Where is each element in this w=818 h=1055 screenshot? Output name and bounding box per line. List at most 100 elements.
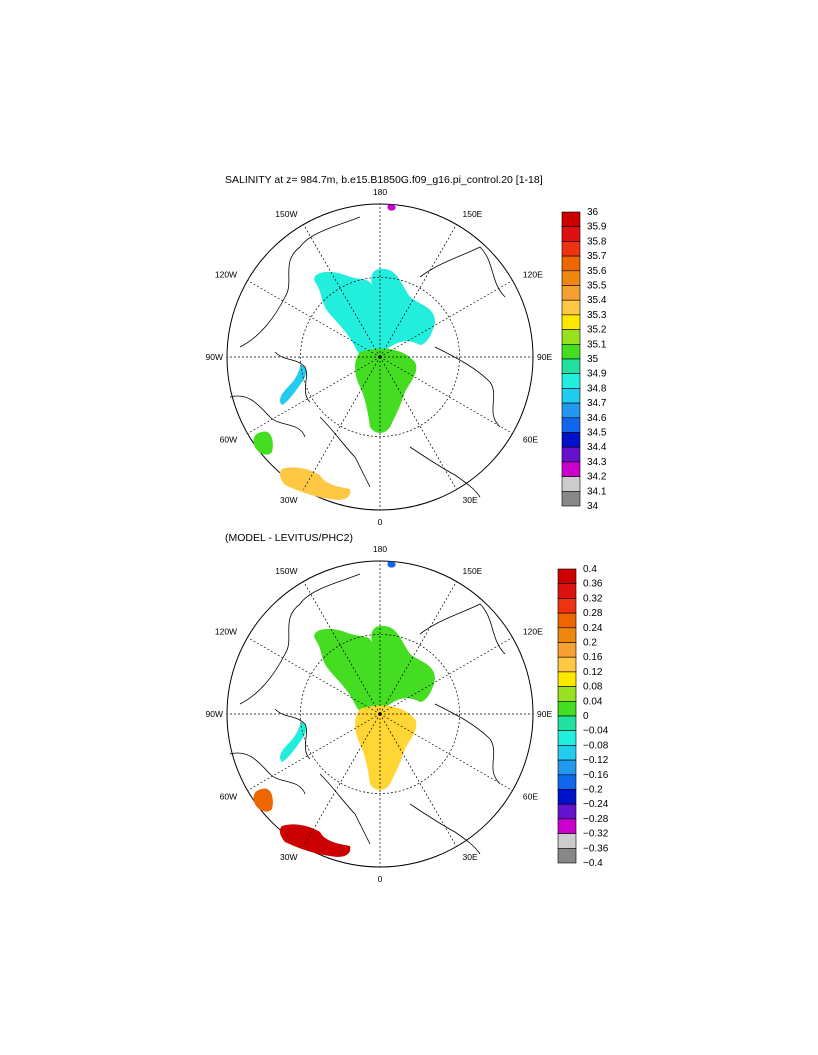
colorbar-tick-label: 0.08 xyxy=(583,682,603,693)
lon-label: 120W xyxy=(215,627,237,637)
colorbar-tick-label: 34.7 xyxy=(587,398,607,409)
colorbar-tick-label: 34.1 xyxy=(587,486,607,497)
colorbar-swatch xyxy=(557,833,577,849)
colorbar-swatch xyxy=(557,774,577,790)
colorbar-swatch xyxy=(557,642,577,658)
colorbar-swatch xyxy=(557,789,577,805)
colorbar-swatch xyxy=(561,476,581,492)
meridian-line xyxy=(303,356,381,490)
colorbar-tick-label: −0.36 xyxy=(583,843,609,854)
colorbar-swatch xyxy=(557,730,577,746)
colorbar-swatch xyxy=(561,270,581,286)
polar-map-salinity: 180 150E 120E 90E 60E 30E 0 30W 60W 90W 120W 150W xyxy=(206,187,553,527)
meridian-line xyxy=(379,356,513,434)
colorbar-swatch xyxy=(561,241,581,257)
meridian-line xyxy=(379,224,457,358)
colorbar-swatch xyxy=(557,583,577,599)
colorbar-swatch xyxy=(557,715,577,731)
colorbar-swatch xyxy=(557,612,577,629)
colorbar-swatch xyxy=(557,656,577,673)
coastline xyxy=(319,416,371,488)
lon-label: 150E xyxy=(463,209,483,219)
colorbar-swatch xyxy=(561,402,581,419)
meridian-line xyxy=(379,356,457,490)
colorbar-swatch xyxy=(557,847,577,864)
meridian-line xyxy=(379,581,457,715)
colorbar-tick-label: 34.6 xyxy=(587,413,607,424)
coastline xyxy=(434,703,501,785)
lon-label: 30E xyxy=(463,852,478,862)
lon-label: 60W xyxy=(220,792,237,802)
lon-label: 90E xyxy=(537,709,552,719)
top-chart-title: SALINITY at z= 984.7m, b.e15.B1850G.f09_… xyxy=(225,174,543,186)
region-bering-strait xyxy=(387,204,396,211)
lon-label: 180 xyxy=(373,187,387,197)
colorbar-swatch xyxy=(561,388,581,404)
colorbar-tick-label: 0.32 xyxy=(583,593,603,604)
lon-label: 30W xyxy=(280,495,297,505)
colorbar-tick-label: −0.32 xyxy=(583,829,609,840)
colorbar-swatch xyxy=(561,461,581,477)
colorbar-swatch xyxy=(557,759,577,776)
colorbar-tick-label: 35.7 xyxy=(587,251,607,262)
colorbar-swatch xyxy=(561,446,581,463)
colorbar-tick-label: 0.36 xyxy=(583,579,603,590)
colorbar-difference: 0.4 0.36 0.32 0.28 0.24 0.2 0.16 0.12 0.08 0.04 0 −… xyxy=(557,564,609,869)
lon-label: 0 xyxy=(378,874,383,884)
meridian-line xyxy=(247,713,381,791)
colorbar-tick-label: 0.04 xyxy=(583,696,603,707)
colorbar-swatch xyxy=(561,226,581,242)
colorbar-swatch xyxy=(561,255,581,272)
lon-label: 120W xyxy=(215,270,237,280)
colorbar-swatch xyxy=(561,432,581,448)
coastline xyxy=(239,573,361,705)
colorbar-tick-label: 35.5 xyxy=(587,281,607,292)
lon-label: 30E xyxy=(463,495,478,505)
lon-label: 150E xyxy=(463,566,483,576)
lon-label: 120E xyxy=(523,627,543,637)
region-eurasian-basin xyxy=(355,705,417,790)
region-labrador-sea xyxy=(253,431,273,455)
colorbar-tick-label: 0.16 xyxy=(583,652,603,663)
lon-label: 60W xyxy=(220,435,237,445)
meridian-line xyxy=(247,637,381,715)
coastline xyxy=(434,346,501,428)
colorbar-swatch xyxy=(557,818,577,834)
colorbar-tick-label: 34.8 xyxy=(587,383,607,394)
colorbar-tick-label: −0.28 xyxy=(583,814,609,825)
colorbar-tick-label: 34 xyxy=(587,501,599,512)
lon-label: 120E xyxy=(523,270,543,280)
colorbar-swatch xyxy=(561,490,581,507)
lon-label: 60E xyxy=(523,435,538,445)
colorbar-tick-label: 35.2 xyxy=(587,325,607,336)
colorbar-swatch xyxy=(557,745,577,761)
meridian-line xyxy=(379,713,513,791)
coastline xyxy=(274,708,311,760)
colorbar-tick-label: 35.3 xyxy=(587,310,607,321)
lon-label: 150W xyxy=(275,566,297,576)
colorbar-swatch xyxy=(561,285,581,301)
colorbar-tick-label: 0.2 xyxy=(583,638,597,649)
latitude-circle xyxy=(300,634,460,794)
lon-label: 180 xyxy=(373,544,387,554)
colorbar-swatch xyxy=(561,417,581,433)
colorbar-tick-label: 35.6 xyxy=(587,266,607,277)
colorbar-tick-label: −0.16 xyxy=(583,770,609,781)
meridian-line xyxy=(379,637,513,715)
colorbar-tick-label: 35 xyxy=(587,354,599,365)
colorbar-swatch xyxy=(561,314,581,330)
meridian-line xyxy=(379,713,457,847)
meridian-line xyxy=(247,280,381,358)
lon-label: 0 xyxy=(378,517,383,527)
coastline xyxy=(319,773,371,845)
colorbar-tick-label: −0.4 xyxy=(583,858,603,869)
colorbar-tick-label: 35.1 xyxy=(587,339,607,350)
meridian-line xyxy=(379,280,513,358)
colorbar-tick-label: 34.9 xyxy=(587,369,607,380)
region-eurasian-basin-fram-strait xyxy=(355,348,417,433)
colorbar-swatch xyxy=(557,627,577,643)
meridian-line xyxy=(303,713,381,847)
coastline xyxy=(419,246,506,298)
colorbar-tick-label: 0 xyxy=(583,711,589,722)
